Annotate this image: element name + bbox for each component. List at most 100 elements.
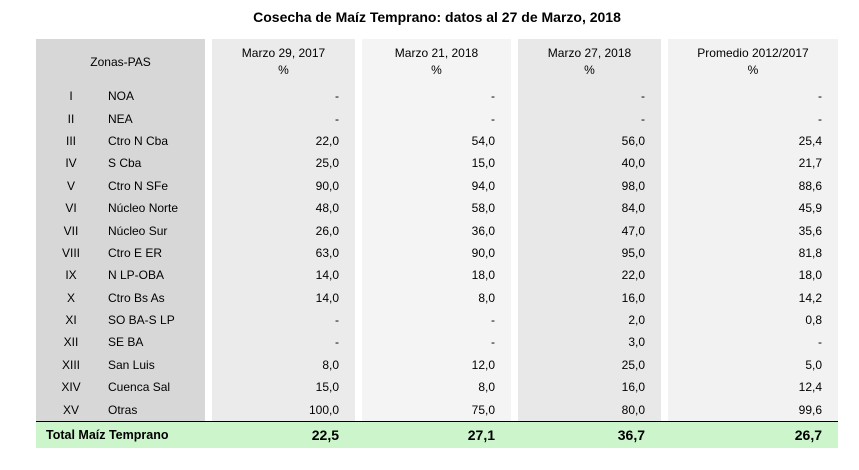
column-gap <box>511 152 518 174</box>
column-gap <box>355 152 362 174</box>
column-gap <box>205 331 212 353</box>
column-gap <box>205 264 212 286</box>
column-gap <box>355 130 362 152</box>
zone-cell: XIV Cuenca Sal <box>36 376 205 399</box>
value-cell: 16,0 <box>518 286 661 309</box>
value-cell: 48,0 <box>212 196 355 220</box>
value-cell: 8,0 <box>362 376 511 399</box>
column-gap <box>355 354 362 376</box>
value-cell: 47,0 <box>518 219 661 242</box>
column-gap <box>661 130 668 152</box>
column-gap <box>355 287 362 309</box>
zone-numeral: XIV <box>61 380 81 395</box>
zone-numeral: X <box>66 290 75 305</box>
value-cell: 56,0 <box>518 129 661 153</box>
zone-numeral: IV <box>65 156 77 171</box>
value-cell: 90,0 <box>362 241 511 265</box>
column-gap <box>511 197 518 219</box>
zone-name: SO BA-S LP <box>108 313 175 328</box>
zone-name: Ctro E ER <box>108 245 163 260</box>
zone-numeral: VI <box>65 201 77 216</box>
column-header-unit: % <box>431 63 442 77</box>
column-gap <box>661 331 668 353</box>
table-row: II NEA - - - - <box>36 107 838 130</box>
column-gap <box>205 107 212 129</box>
zone-name: Núcleo Norte <box>108 201 179 216</box>
column-gap <box>661 175 668 197</box>
value-cell: - <box>212 85 355 108</box>
column-gap <box>205 152 212 174</box>
table-row: X Ctro Bs As 14,0 8,0 16,0 14,2 <box>36 286 838 309</box>
value-cell: 25,0 <box>518 353 661 377</box>
value-cell: 25,4 <box>668 129 838 153</box>
column-gap <box>661 85 668 107</box>
column-gap <box>205 130 212 152</box>
zone-name: Ctro N SFe <box>108 178 169 193</box>
report-title: Cosecha de Maíz Temprano: datos al 27 de… <box>253 9 621 25</box>
value-cell: - <box>362 85 511 108</box>
column-gap <box>355 197 362 219</box>
table-row: XI SO BA-S LP - - 2,0 0,8 <box>36 308 838 332</box>
column-gap <box>205 354 212 376</box>
column-gap <box>661 398 668 420</box>
zone-name: NEA <box>108 111 133 126</box>
zone-cell: X Ctro Bs As <box>36 286 205 309</box>
column-header-marzo-27-2018: Marzo 27, 2018 % <box>518 39 661 85</box>
value-cell: 0,8 <box>668 308 838 332</box>
column-gap <box>511 39 518 85</box>
table-body: I NOA - - - - II NEA - - - - III Ctro N … <box>36 85 838 421</box>
zone-name: NOA <box>108 89 135 104</box>
zone-numeral: III <box>65 133 76 148</box>
column-gap <box>355 398 362 420</box>
value-cell: 22,0 <box>212 129 355 153</box>
column-gap <box>205 219 212 241</box>
column-gap <box>511 398 518 420</box>
column-gap <box>661 107 668 129</box>
column-gap <box>355 39 362 85</box>
table-row: I NOA - - - - <box>36 85 838 108</box>
zone-cell: VIII Ctro E ER <box>36 241 205 265</box>
column-gap <box>511 287 518 309</box>
value-cell: 81,8 <box>668 241 838 265</box>
zone-numeral: XII <box>63 335 79 350</box>
value-cell: 45,9 <box>668 196 838 220</box>
value-cell: 14,2 <box>668 286 838 309</box>
column-gap <box>661 39 668 85</box>
column-header-marzo-21-2018: Marzo 21, 2018 % <box>362 39 511 85</box>
value-cell: 2,0 <box>518 308 661 332</box>
table-row: VIII Ctro E ER 63,0 90,0 95,0 81,8 <box>36 241 838 265</box>
column-gap <box>355 85 362 107</box>
zone-name: Ctro N Cba <box>108 133 169 148</box>
zone-numeral: XIII <box>61 357 80 372</box>
zone-name: Cuenca Sal <box>108 380 171 395</box>
column-header-marzo-29-2017: Marzo 29, 2017 % <box>212 39 355 85</box>
column-gap <box>355 331 362 353</box>
value-cell: 40,0 <box>518 152 661 175</box>
value-cell: 80,0 <box>518 398 661 421</box>
value-cell: 35,6 <box>668 219 838 242</box>
column-header-label: Marzo 21, 2018 <box>394 46 479 60</box>
column-gap <box>355 376 362 398</box>
table-row: IV S Cba 25,0 15,0 40,0 21,7 <box>36 152 838 175</box>
value-cell: - <box>212 107 355 130</box>
table-header-row: Zonas-PAS Marzo 29, 2017 % Marzo 21, 201… <box>36 39 838 85</box>
column-gap <box>355 264 362 286</box>
column-gap <box>205 197 212 219</box>
column-gap <box>355 242 362 264</box>
value-cell: - <box>668 331 838 354</box>
column-gap <box>205 287 212 309</box>
zone-name: Otras <box>108 402 138 417</box>
value-cell: 36,0 <box>362 219 511 242</box>
column-gap <box>661 376 668 398</box>
zone-cell: V Ctro N SFe <box>36 174 205 197</box>
column-header-unit: % <box>584 63 595 77</box>
total-value: 26,7 <box>794 426 822 443</box>
column-gap <box>511 130 518 152</box>
value-cell: 12,0 <box>362 353 511 377</box>
zone-numeral: V <box>66 178 75 193</box>
harvest-table: Zonas-PAS Marzo 29, 2017 % Marzo 21, 201… <box>36 39 838 448</box>
column-header-unit: % <box>747 63 759 77</box>
value-cell: 75,0 <box>362 398 511 421</box>
zone-cell: XIII San Luis <box>36 353 205 377</box>
zone-cell: XII SE BA <box>36 331 205 354</box>
